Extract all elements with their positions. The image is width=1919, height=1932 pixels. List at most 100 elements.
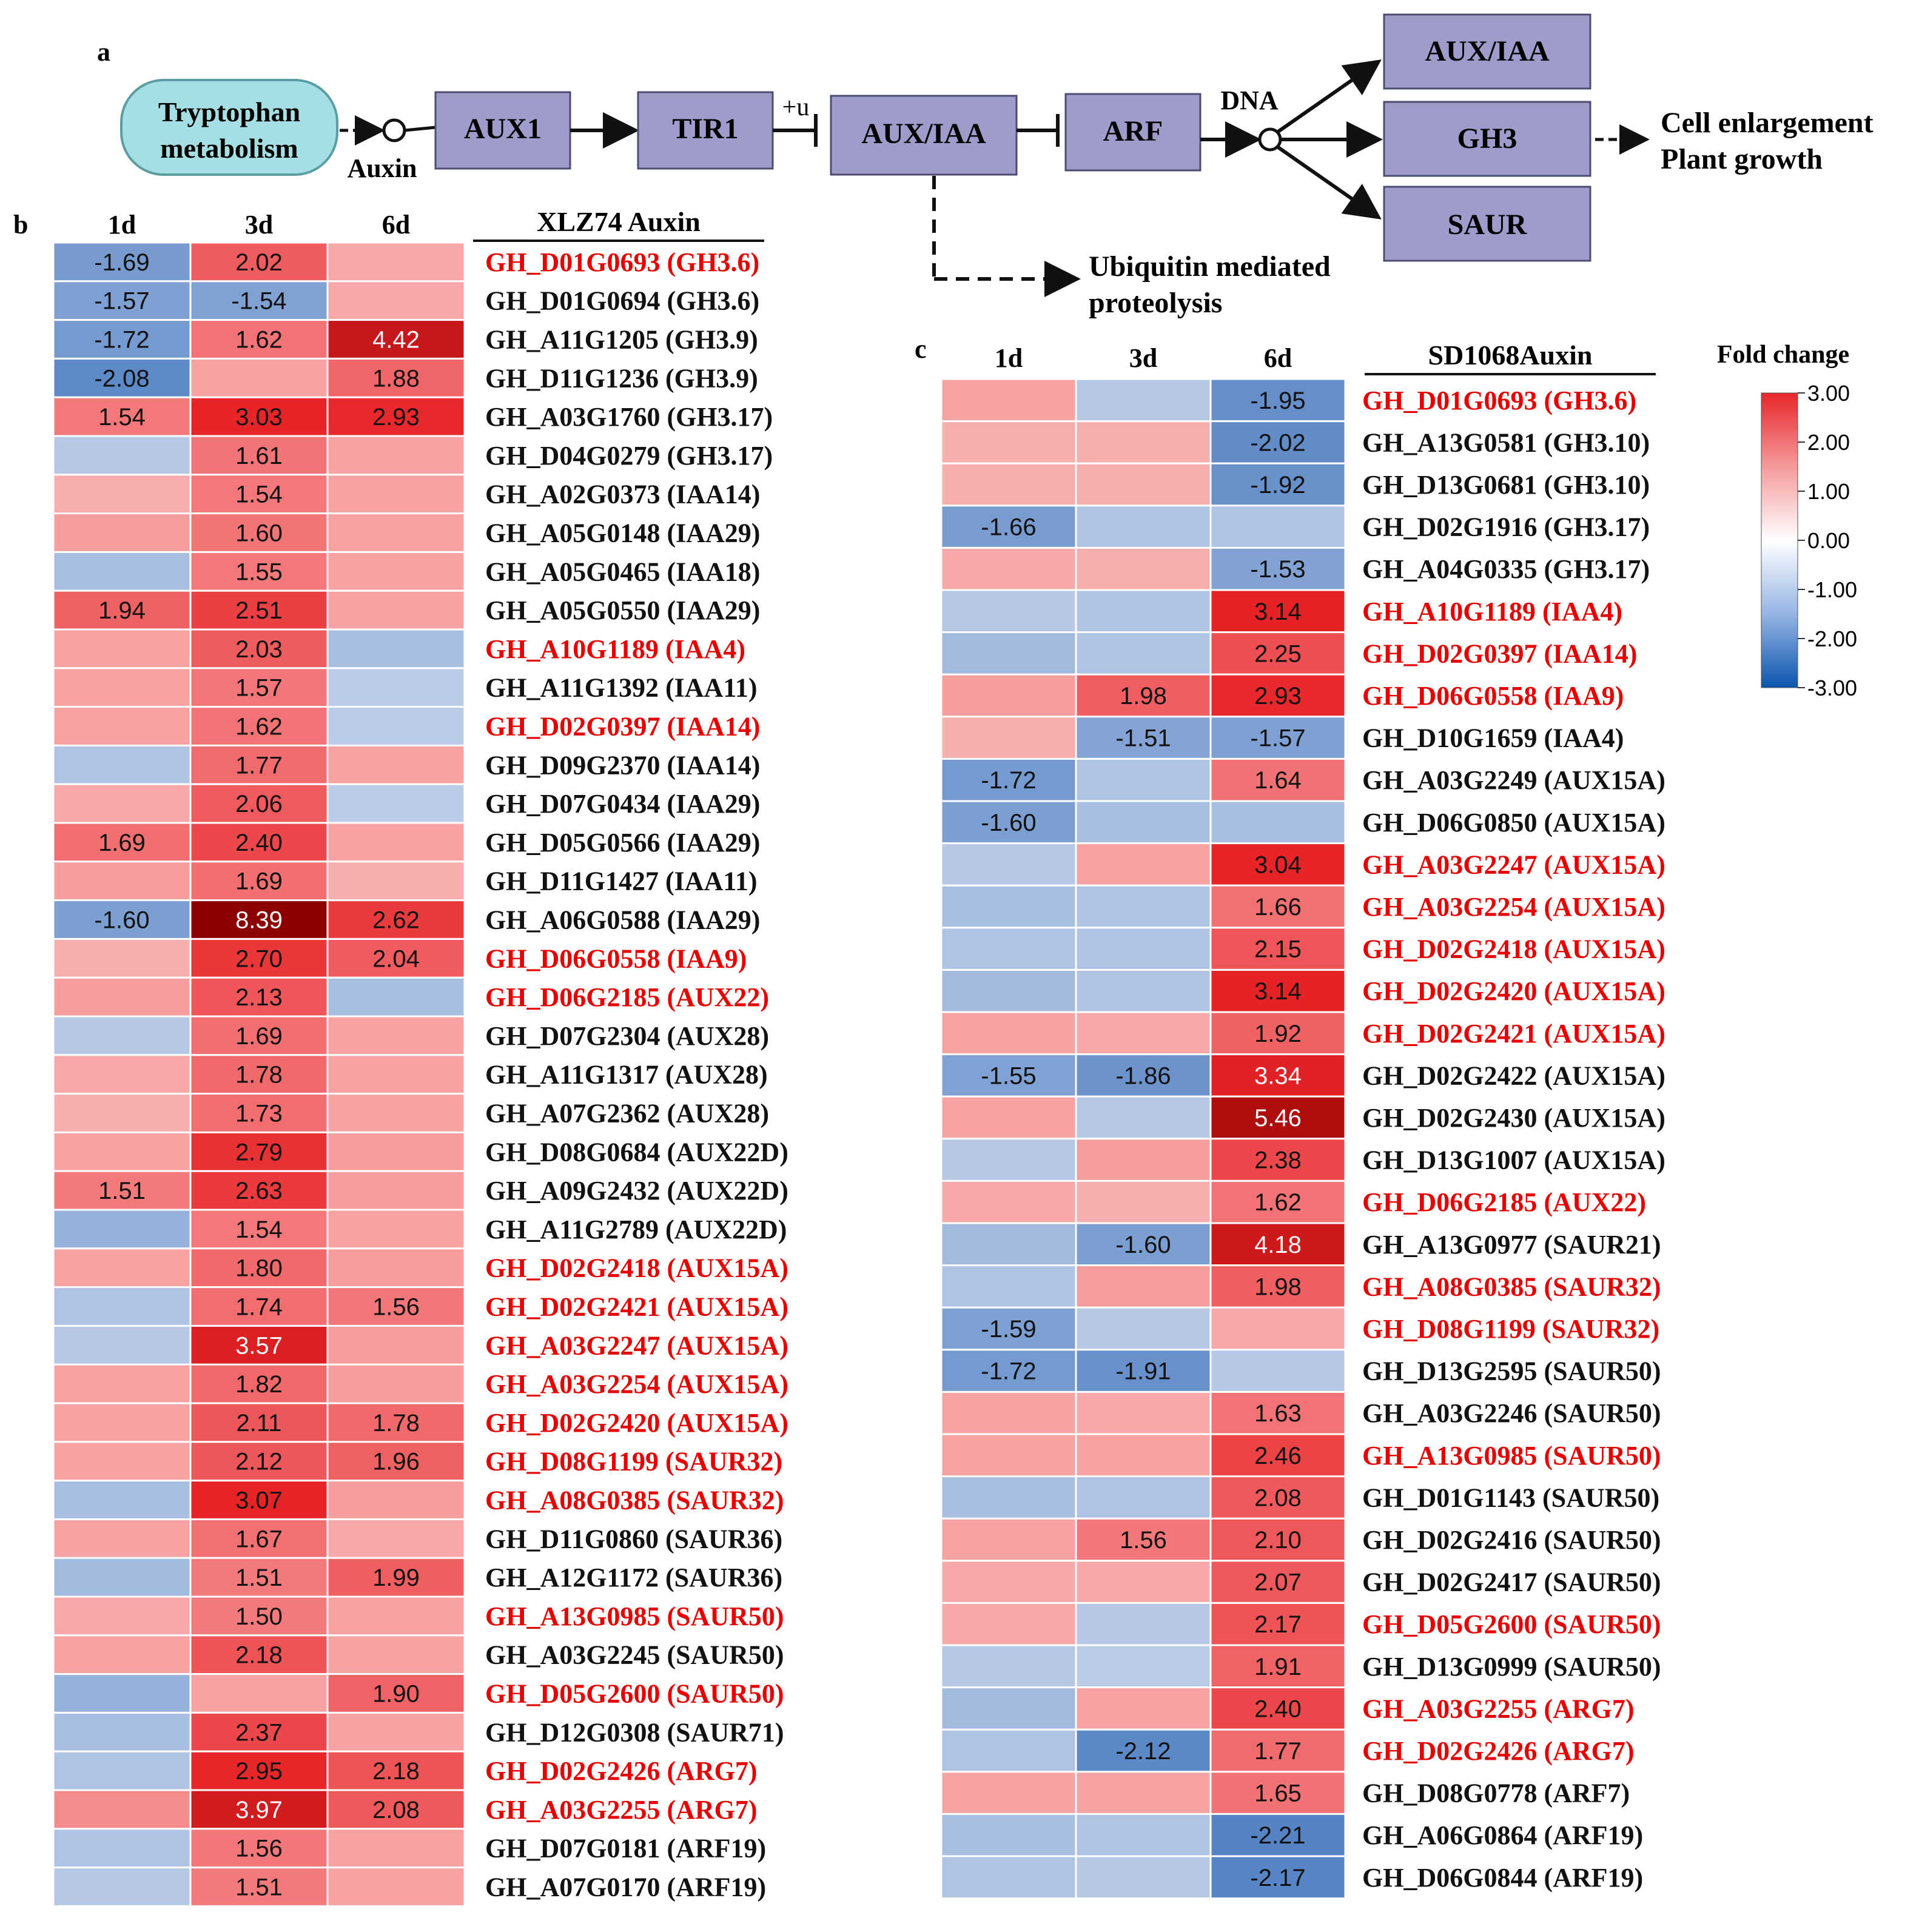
xlz74-cell [326, 1673, 466, 1714]
auxiaa-box [830, 95, 1018, 176]
xlz74-cell [189, 1015, 329, 1056]
sd1068-cell [940, 968, 1077, 1013]
sd1068-cell [1209, 1602, 1346, 1646]
xlz74-cell-value: 1.50 [235, 1603, 283, 1630]
target-saur-label: SAUR [1448, 209, 1528, 241]
xlz74-cell [326, 1015, 466, 1056]
xlz74-cell [189, 937, 329, 979]
xlz74-cell [52, 744, 192, 785]
sd1068-cell [1075, 1095, 1212, 1140]
sd1068-cell-value: 2.25 [1254, 640, 1302, 667]
xlz74-gene-label: GH_A11G1392 (IAA11) [485, 673, 758, 703]
xlz74-cell [52, 860, 192, 902]
xlz74-cell [326, 1363, 466, 1404]
xlz74-gene-label: GH_A05G0550 (IAA29) [485, 595, 760, 625]
sd1068-gene-label: GH_D02G2426 (ARG7) [1362, 1736, 1635, 1766]
auxin-node [382, 118, 406, 143]
xlz74-gene-label: GH_A09G2432 (AUX22D) [485, 1176, 788, 1206]
sd1068-cell-value: -1.66 [981, 514, 1036, 541]
xlz74-cell [189, 1131, 329, 1172]
sd1068-cell [1209, 842, 1346, 887]
xlz74-cell [326, 628, 466, 669]
xlz74-cell [52, 1363, 192, 1404]
sd1068-cell [1075, 842, 1212, 887]
xlz74-gene-label: GH_A03G2247 (AUX15A) [485, 1330, 788, 1360]
xlz74-cell [189, 1750, 329, 1791]
xlz74-gene-label: GH_A07G2362 (AUX28) [485, 1099, 769, 1129]
legend-tick-label: -3.00 [1807, 676, 1857, 700]
xlz74-cell-value: 1.61 [235, 443, 283, 469]
sd1068-cell [940, 1644, 1077, 1689]
sd1068-gene-label: GH_D02G0397 (IAA14) [1362, 639, 1637, 668]
ubiquitin-label-line1: Ubiquitin mediated [1089, 250, 1331, 283]
xlz74-cell-value: 1.51 [235, 1565, 283, 1591]
sd1068-cell [1209, 716, 1346, 760]
xlz74-cell-value: 2.51 [235, 597, 283, 624]
heatmap-xlz74: 1d 3d 6d XLZ74 Auxin -1.69 2.02 GH_D01G0693 (G… [52, 206, 788, 1907]
sd1068-gene-label: GH_A03G2247 (AUX15A) [1362, 850, 1665, 879]
xlz74-cell-value: 4.42 [372, 327, 420, 354]
xlz74-cell-value: 1.57 [235, 675, 283, 702]
xlz74-cell [52, 1673, 192, 1714]
sd1068-cell-value: -2.12 [1115, 1738, 1171, 1765]
tryptophan-label-line1: Tryptophan [158, 96, 300, 127]
sd1068-gene-label: GH_D02G2422 (AUX15A) [1362, 1061, 1665, 1090]
xlz74-gene-label: GH_D07G0434 (IAA29) [485, 789, 760, 819]
sd1068-cell [1075, 968, 1212, 1013]
xlz74-cell-value: 1.54 [235, 1216, 283, 1243]
sd1068-cell [940, 1475, 1077, 1520]
target-gh3-box [1383, 101, 1591, 177]
sd1068-col-header-6d: 6d [1264, 343, 1292, 373]
dna-to-auxiaa-arrow [1276, 59, 1382, 134]
xlz74-cell [326, 976, 466, 1018]
xlz74-gene-label: GH_A07G0170 (ARF19) [485, 1873, 766, 1902]
xlz74-cell [326, 667, 466, 708]
xlz74-cell-value: 1.90 [372, 1681, 420, 1708]
sd1068-gene-label: GH_D06G2185 (AUX22) [1362, 1187, 1646, 1217]
xlz74-cell [326, 1247, 466, 1289]
xlz74-gene-label: GH_D04G0279 (GH3.17) [485, 441, 773, 471]
sd1068-gene-label: GH_D02G1916 (GH3.17) [1362, 512, 1650, 542]
xlz74-cell [189, 1634, 329, 1675]
sd1068-cell-value: 1.63 [1254, 1400, 1302, 1427]
sd1068-cell [940, 673, 1077, 718]
tryptophan-node [120, 79, 338, 176]
sd1068-cell [940, 1095, 1077, 1140]
xlz74-gene-label: GH_D08G1199 (SAUR32) [485, 1447, 782, 1477]
sd1068-cell [1075, 1011, 1212, 1056]
xlz74-cell [52, 1441, 192, 1482]
auxin-to-aux1-line [404, 126, 436, 132]
sd1068-cell-value: 2.10 [1254, 1527, 1302, 1554]
xlz74-cell [326, 589, 466, 631]
xlz74-col-header-3d: 3d [245, 210, 273, 240]
sd1068-cell [1075, 505, 1212, 549]
xlz74-cell-value: 1.51 [235, 1874, 283, 1901]
xlz74-cell-value: 2.02 [235, 249, 283, 276]
xlz74-cell-value: -1.54 [231, 288, 286, 315]
xlz74-cell [326, 280, 466, 321]
xlz74-gene-label: GH_D02G0397 (IAA14) [485, 712, 760, 742]
sd1068-cell-value: 2.07 [1254, 1569, 1302, 1596]
sd1068-cell [1209, 1349, 1346, 1393]
sd1068-cell-value: -1.92 [1250, 472, 1305, 498]
sd1068-cell-value: 2.93 [1254, 683, 1302, 709]
xlz74-gene-label: GH_A06G0588 (IAA29) [485, 905, 760, 935]
xlz74-cell [189, 474, 329, 515]
sd1068-gene-label: GH_D10G1659 (IAA4) [1362, 723, 1624, 753]
xlz74-gene-label: GH_D07G0181 (ARF19) [485, 1834, 766, 1863]
sd1068-cell [940, 1138, 1077, 1182]
sd1068-gene-label: GH_D02G2417 (SAUR50) [1362, 1568, 1661, 1597]
xlz74-cell-value: 1.54 [235, 481, 283, 508]
sd1068-cell [1075, 1475, 1212, 1520]
sd1068-cell [940, 1771, 1077, 1815]
sd1068-cell [1075, 1433, 1212, 1478]
xlz74-cell [52, 551, 192, 592]
sd1068-col-header-1d: 1d [995, 343, 1023, 373]
xlz74-cell [52, 706, 192, 746]
sd1068-title: SD1068Auxin [1428, 340, 1593, 371]
xlz74-cell [326, 1324, 466, 1366]
xlz74-cell [326, 1209, 466, 1250]
xlz74-cell [52, 1711, 192, 1753]
sd1068-cell [1209, 1644, 1346, 1689]
dna-label: DNA [1220, 86, 1279, 115]
